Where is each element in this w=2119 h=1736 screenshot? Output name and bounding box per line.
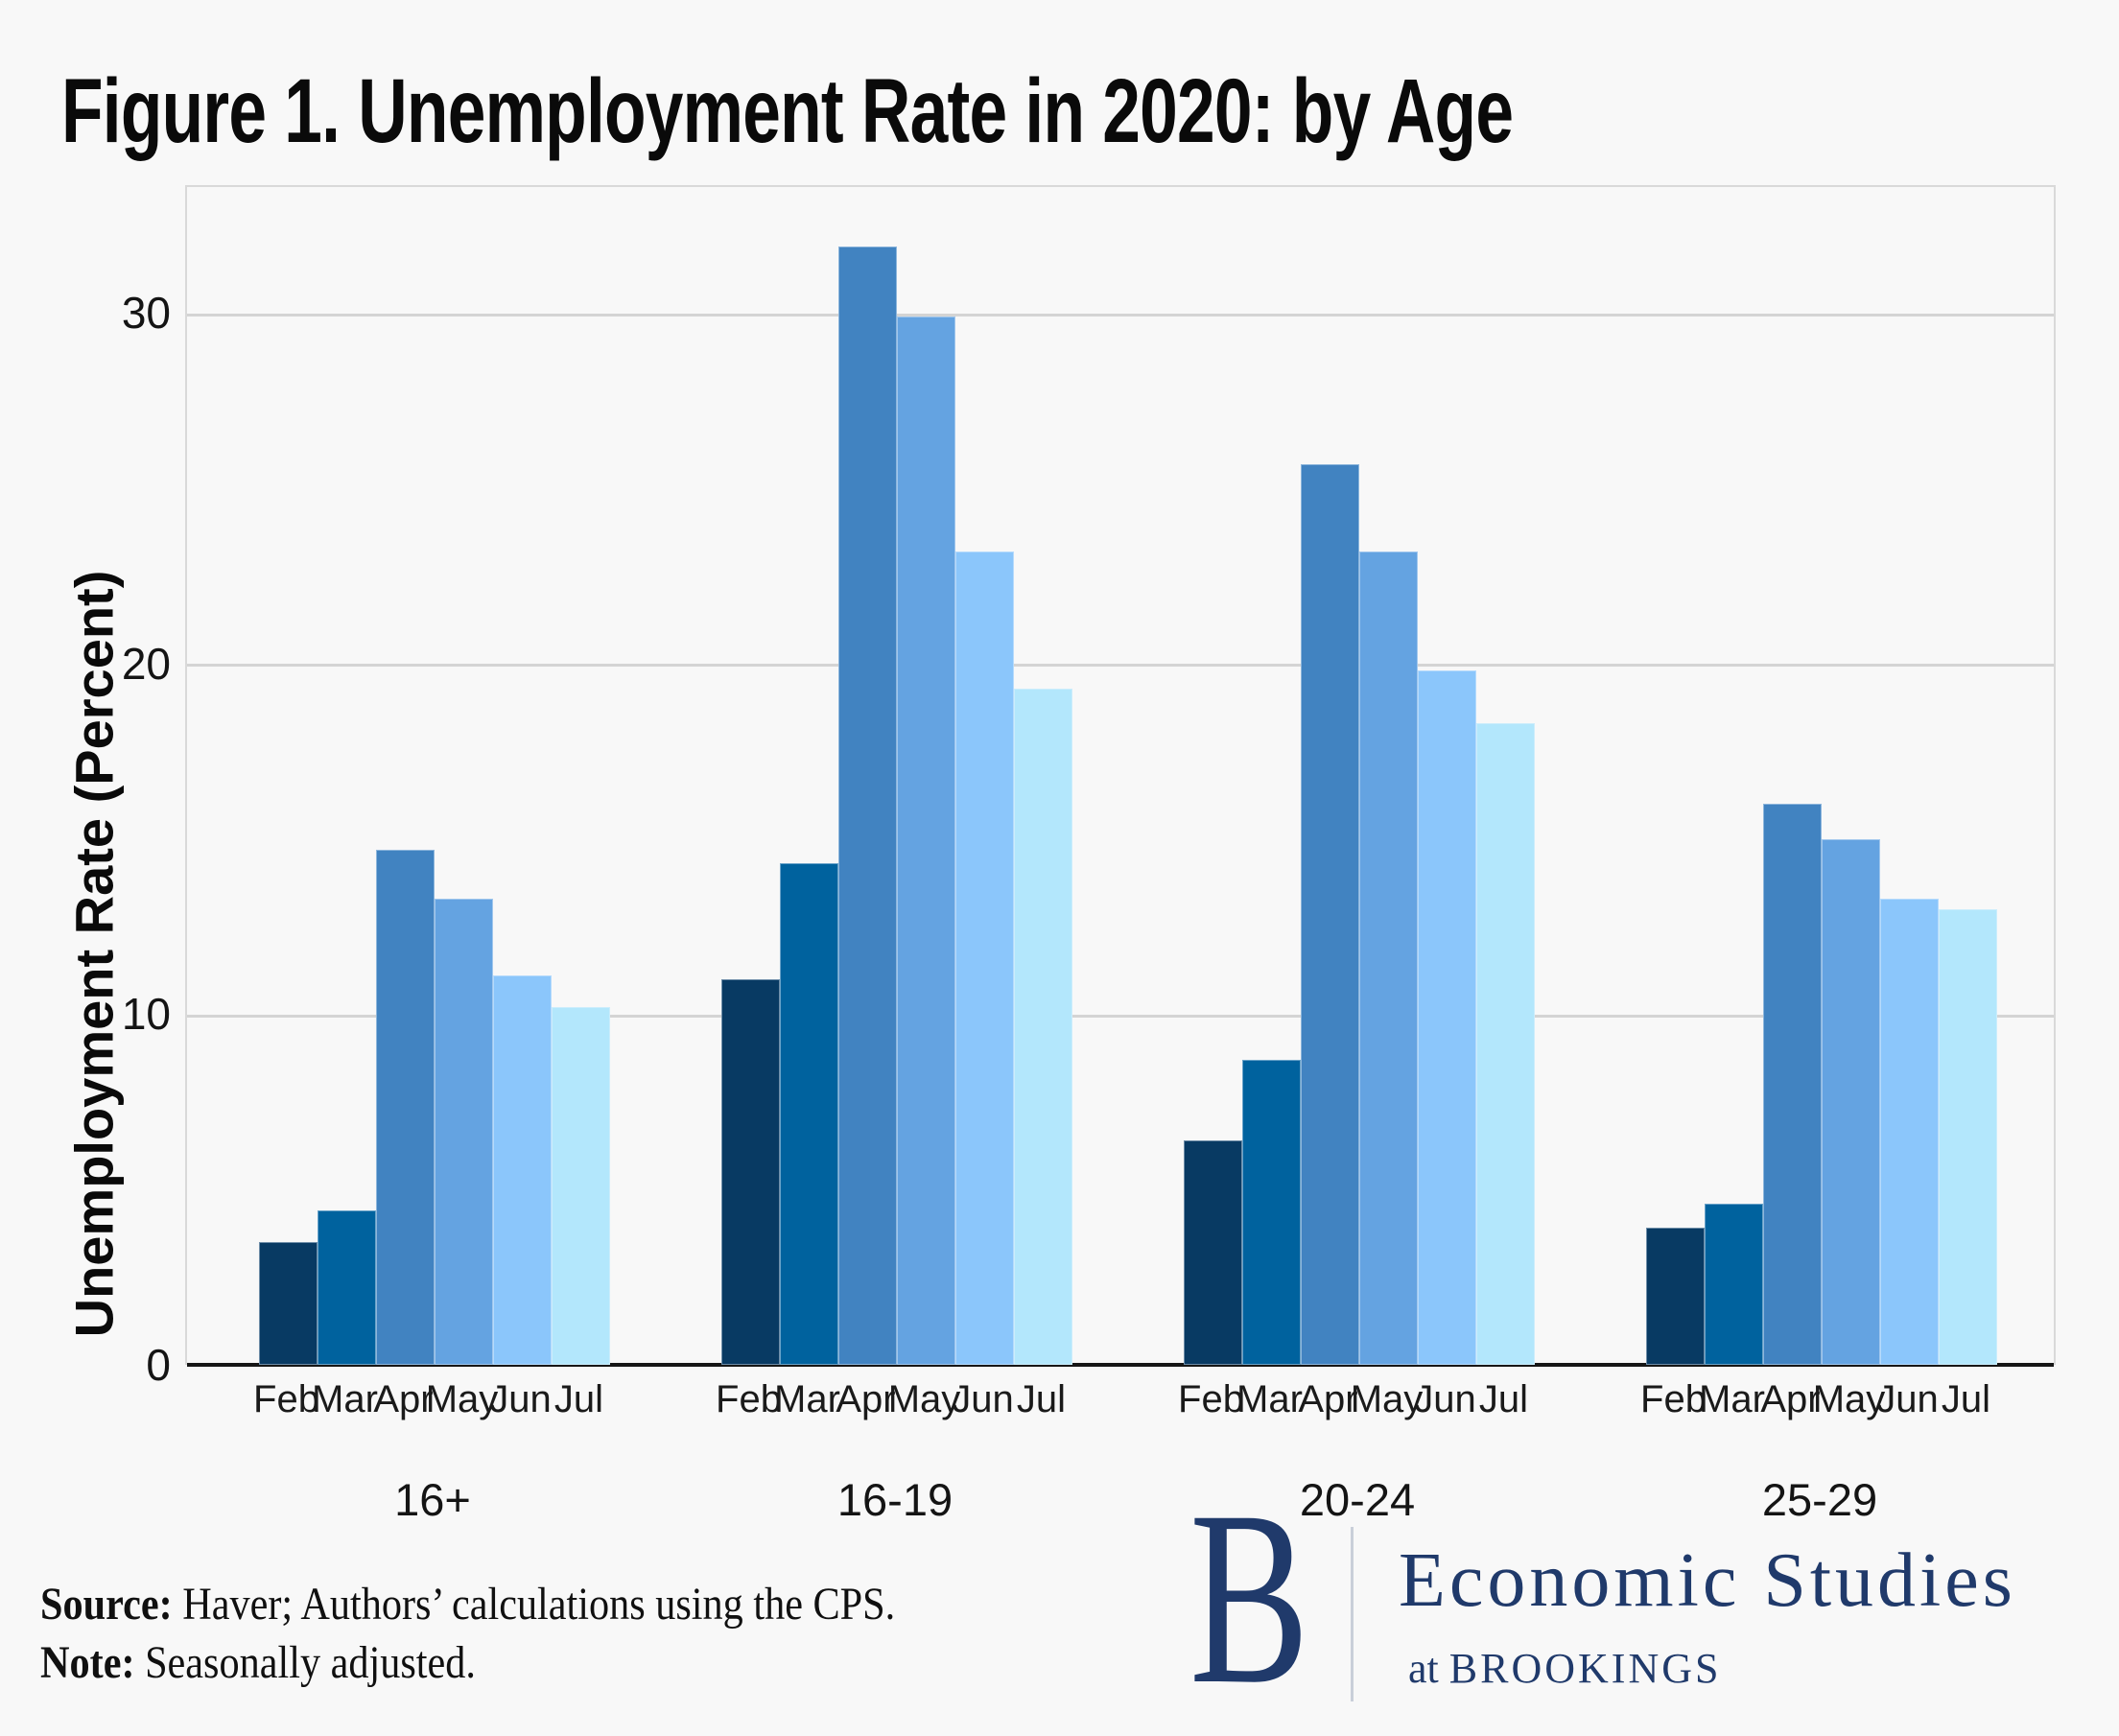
bar-20-24-Jul [1476, 723, 1535, 1365]
source-label: Source: [40, 1579, 173, 1630]
source-line: Source: Haver; Authors’ calculations usi… [40, 1575, 895, 1633]
bar-20-24-Jun [1418, 670, 1476, 1365]
figure-title: Figure 1. Unemployment Rate in 2020: by … [61, 60, 1514, 162]
month-label-16-19-Jul: Jul [1016, 1378, 1067, 1420]
footer-notes: Source: Haver; Authors’ calculations usi… [40, 1575, 895, 1692]
month-label-16+-Jul: Jul [553, 1378, 604, 1420]
gridline-30 [187, 313, 2054, 317]
x-axis-baseline [187, 1363, 2054, 1367]
month-label-16+-Apr: Apr [373, 1378, 434, 1420]
bar-16-19-Mar [780, 863, 838, 1365]
y-axis-title: Unemployment Rate (Percent) [63, 570, 125, 1338]
month-label-25-29-Jun: Jun [1876, 1378, 1939, 1420]
bar-25-29-May [1822, 838, 1880, 1365]
bar-25-29-Apr [1763, 804, 1822, 1365]
note-text: Seasonally adjusted. [134, 1637, 476, 1688]
plot-area [185, 185, 2056, 1367]
bar-16+-Feb [259, 1242, 318, 1365]
month-label-25-29-Mar: Mar [1699, 1378, 1765, 1420]
bar-25-29-Feb [1646, 1228, 1705, 1365]
bar-16-19-Apr [838, 246, 897, 1365]
group-label-16+: 16+ [394, 1474, 471, 1525]
month-label-20-24-Feb: Feb [1178, 1378, 1244, 1420]
bar-20-24-Feb [1184, 1140, 1242, 1365]
month-label-25-29-Feb: Feb [1640, 1378, 1707, 1420]
month-label-25-29-May: May [1812, 1378, 1886, 1420]
y-tick-0: 0 [146, 1340, 171, 1390]
month-label-16+-Feb: Feb [253, 1378, 319, 1420]
y-tick-20: 20 [121, 638, 171, 689]
logo-brookings: BROOKINGS [1448, 1645, 1722, 1692]
bar-16-19-Feb [721, 978, 780, 1365]
bar-16-19-Jul [1014, 688, 1072, 1365]
brookings-b-logo: B [1189, 1460, 1309, 1736]
bar-20-24-Mar [1242, 1060, 1301, 1365]
gridline-20 [187, 664, 2054, 668]
bar-16-19-Jun [955, 551, 1014, 1365]
source-text: Haver; Authors’ calculations using the C… [172, 1579, 896, 1630]
bar-16+-Apr [376, 849, 435, 1365]
month-label-25-29-Jul: Jul [1941, 1378, 1991, 1420]
bar-20-24-Apr [1301, 463, 1359, 1365]
bar-16+-Jun [493, 975, 552, 1365]
bar-16+-Mar [318, 1210, 376, 1365]
bar-25-29-Mar [1705, 1203, 1763, 1365]
month-label-20-24-Jul: Jul [1478, 1378, 1529, 1420]
y-tick-30: 30 [121, 288, 171, 339]
month-label-20-24-Mar: Mar [1236, 1378, 1303, 1420]
logo-economic-studies: Economic Studies [1399, 1538, 2016, 1623]
bar-25-29-Jul [1939, 908, 1997, 1365]
month-label-16-19-Apr: Apr [836, 1378, 896, 1420]
note-line: Note: Seasonally adjusted. [40, 1633, 895, 1692]
month-label-16-19-Jun: Jun [952, 1378, 1014, 1420]
group-label-20-24: 20-24 [1299, 1474, 1416, 1525]
logo-divider [1351, 1527, 1354, 1701]
y-tick-10: 10 [121, 989, 171, 1040]
month-label-16+-May: May [425, 1378, 499, 1420]
month-label-16-19-Feb: Feb [716, 1378, 782, 1420]
group-label-25-29: 25-29 [1761, 1474, 1878, 1525]
gridline-10 [187, 1014, 2054, 1018]
month-label-16-19-Mar: Mar [774, 1378, 840, 1420]
month-label-20-24-Apr: Apr [1298, 1378, 1358, 1420]
bar-16+-Jul [552, 1007, 610, 1365]
bar-16-19-May [897, 317, 955, 1365]
logo-at: at [1408, 1645, 1449, 1692]
month-label-16+-Mar: Mar [312, 1378, 378, 1420]
note-label: Note: [40, 1637, 135, 1688]
bar-20-24-May [1359, 551, 1418, 1365]
month-label-20-24-May: May [1350, 1378, 1424, 1420]
logo-at-brookings: at BROOKINGS [1408, 1646, 1721, 1692]
month-label-16-19-May: May [887, 1378, 961, 1420]
month-label-16+-Jun: Jun [489, 1378, 552, 1420]
bar-16+-May [435, 898, 493, 1365]
month-label-20-24-Jun: Jun [1414, 1378, 1476, 1420]
bar-25-29-Jun [1880, 898, 1939, 1365]
month-label-25-29-Apr: Apr [1760, 1378, 1821, 1420]
group-label-16-19: 16-19 [836, 1474, 954, 1525]
